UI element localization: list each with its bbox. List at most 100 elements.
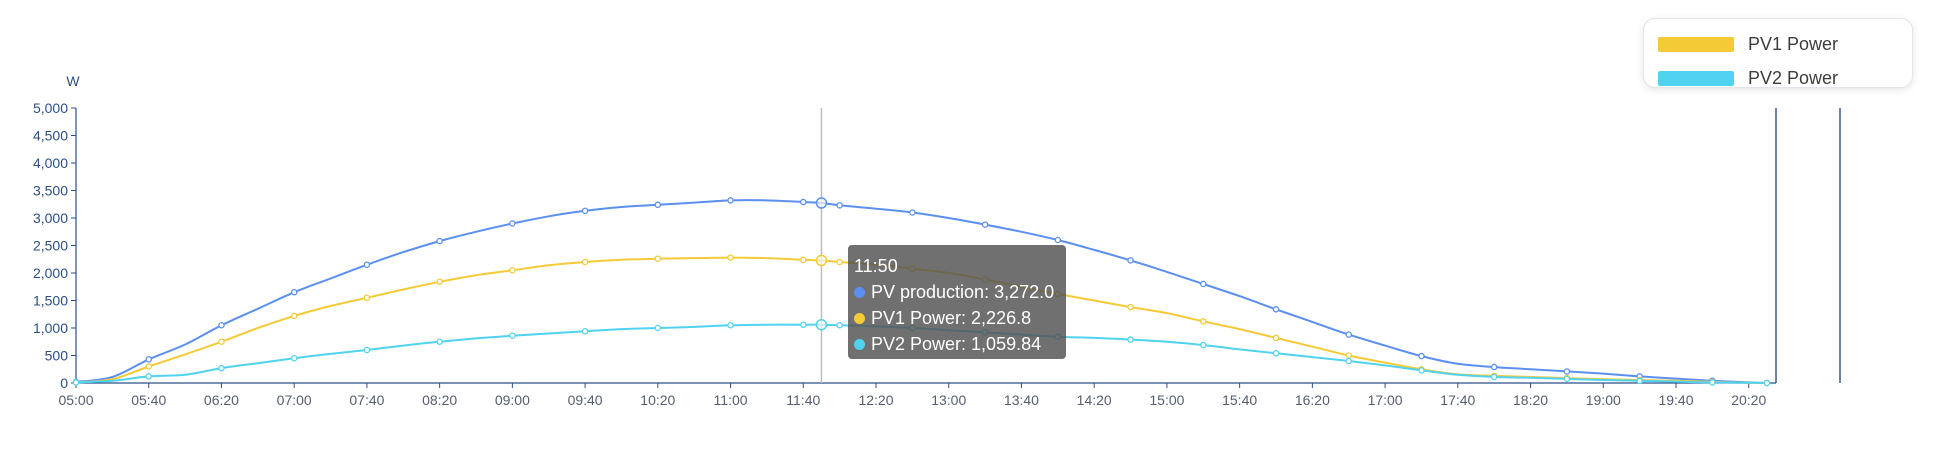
x-tick-label: 17:40 bbox=[1440, 392, 1475, 408]
data-point-pv-production[interactable] bbox=[727, 197, 734, 204]
data-point-pv1-power[interactable] bbox=[1272, 334, 1280, 342]
x-tick-label: 06:20 bbox=[204, 392, 239, 408]
data-point-pv-production[interactable] bbox=[1345, 331, 1352, 338]
data-point-pv1-power[interactable] bbox=[581, 258, 589, 266]
legend-swatch-pv2 bbox=[1658, 70, 1734, 86]
legend-label-pv2: PV2 Power bbox=[1748, 67, 1839, 88]
x-tick-label: 17:00 bbox=[1368, 392, 1403, 408]
data-point-pv2-power[interactable] bbox=[1763, 379, 1771, 387]
data-point-pv2-power[interactable] bbox=[581, 328, 589, 335]
x-tick-label: 10:20 bbox=[640, 392, 675, 408]
data-point-pv2-power[interactable] bbox=[145, 373, 152, 380]
x-tick-label: 11:40 bbox=[786, 392, 820, 408]
data-point-pv2-power[interactable] bbox=[436, 338, 443, 345]
data-point-pv2-power[interactable] bbox=[1418, 367, 1425, 374]
x-tick-label: 12:20 bbox=[858, 392, 893, 408]
data-point-pv1-power[interactable] bbox=[145, 363, 152, 370]
data-point-pv-production[interactable] bbox=[1127, 257, 1134, 264]
x-tick-label: 13:40 bbox=[1004, 392, 1039, 408]
x-tick-label: 09:00 bbox=[495, 392, 530, 408]
data-point-pv1-power[interactable] bbox=[290, 312, 298, 320]
data-point-pv-production[interactable] bbox=[581, 207, 589, 215]
data-point-pv1-power[interactable] bbox=[218, 338, 225, 345]
data-point-pv-production[interactable] bbox=[654, 201, 662, 209]
data-point-pv1-power[interactable] bbox=[509, 266, 516, 274]
data-point-pv2-power[interactable] bbox=[1490, 373, 1498, 381]
cursor-point-pv1-power bbox=[815, 254, 828, 267]
data-point-pv-production[interactable] bbox=[1272, 306, 1280, 313]
tooltip-dot-pv-production bbox=[854, 286, 865, 298]
x-tick-label: 13:00 bbox=[931, 392, 966, 408]
y-tick-label: 0 bbox=[60, 375, 68, 391]
data-point-pv2-power[interactable] bbox=[800, 321, 807, 328]
tooltip-row-pv-production: PV production: 3,272.0 bbox=[854, 279, 1060, 305]
data-point-pv-production[interactable] bbox=[145, 356, 152, 363]
x-tick-label: 20:20 bbox=[1731, 392, 1766, 408]
x-axis: 05:00 05:40 06:20 07:00 07:40 08:20 09:00 09:40… bbox=[58, 382, 1776, 408]
data-point-pv2-power[interactable] bbox=[1272, 350, 1280, 357]
x-tick-label: 15:40 bbox=[1222, 392, 1257, 408]
chart-legend: PV1 Power PV2 Power bbox=[1643, 18, 1913, 88]
secondary-axes: VA bbox=[1770, 75, 1843, 383]
data-point-pv2-power[interactable] bbox=[654, 324, 662, 332]
tooltip-value-pv1: PV1 Power: 2,226.8 bbox=[871, 308, 1032, 328]
data-point-pv2-power[interactable] bbox=[1127, 336, 1134, 343]
data-point-pv2-power[interactable] bbox=[727, 321, 734, 329]
data-point-pv-production[interactable] bbox=[436, 237, 443, 245]
data-point-pv-production[interactable] bbox=[1200, 280, 1207, 288]
legend-swatch-pv1 bbox=[1658, 36, 1734, 52]
data-point-pv2-power[interactable] bbox=[509, 332, 516, 339]
data-point-pv1-power[interactable] bbox=[800, 256, 807, 264]
legend-label-pv1: PV1 Power bbox=[1748, 33, 1839, 54]
x-tick-label: 07:00 bbox=[277, 392, 312, 408]
data-point-pv1-power[interactable] bbox=[836, 258, 843, 266]
data-point-pv1-power[interactable] bbox=[727, 254, 734, 261]
y-axis-unit: W bbox=[66, 73, 80, 89]
data-point-pv2-power[interactable] bbox=[218, 364, 225, 372]
data-point-pv-production[interactable] bbox=[909, 209, 916, 216]
legend-item-pv1[interactable]: PV1 Power bbox=[1658, 27, 1912, 61]
data-point-pv2-power[interactable] bbox=[836, 321, 843, 329]
data-point-pv-production[interactable] bbox=[290, 288, 298, 296]
data-point-pv2-power[interactable] bbox=[1563, 375, 1571, 383]
data-point-pv1-power[interactable] bbox=[1345, 352, 1352, 359]
data-point-pv2-power[interactable] bbox=[1636, 377, 1643, 385]
data-point-pv2-power[interactable] bbox=[1709, 379, 1716, 386]
tooltip-dot-pv1 bbox=[854, 312, 865, 324]
data-point-pv-production[interactable] bbox=[1418, 352, 1425, 360]
data-point-pv-production[interactable] bbox=[1490, 363, 1498, 371]
y-tick-label: 1,500 bbox=[33, 293, 68, 309]
tooltip-dot-pv2 bbox=[854, 338, 865, 350]
y-tick-label: 4,500 bbox=[33, 128, 68, 144]
tooltip-row-pv1: PV1 Power: 2,226.8 bbox=[854, 305, 1060, 331]
tooltip-row-pv2: PV2 Power: 1,059.84 bbox=[854, 331, 1060, 357]
x-tick-label: 18:20 bbox=[1513, 392, 1548, 408]
x-tick-label: 19:40 bbox=[1658, 392, 1693, 408]
tooltip-value-pv-production: PV production: 3,272.0 bbox=[871, 282, 1055, 302]
data-point-pv2-power[interactable] bbox=[72, 379, 80, 386]
data-point-pv-production[interactable] bbox=[800, 198, 807, 206]
x-tick-label: 19:00 bbox=[1586, 392, 1621, 408]
data-point-pv1-power[interactable] bbox=[436, 278, 443, 286]
data-point-pv-production[interactable] bbox=[836, 202, 843, 209]
data-point-pv-production[interactable] bbox=[1563, 368, 1571, 375]
data-point-pv-production[interactable] bbox=[1054, 236, 1062, 244]
x-tick-label: 16:20 bbox=[1295, 392, 1330, 408]
x-tick-label: 05:40 bbox=[131, 392, 166, 408]
legend-item-pv2[interactable]: PV2 Power bbox=[1658, 61, 1912, 95]
data-point-pv2-power[interactable] bbox=[1345, 357, 1352, 365]
data-point-pv-production[interactable] bbox=[509, 220, 516, 227]
data-point-pv-production[interactable] bbox=[218, 321, 225, 329]
data-point-pv-production[interactable] bbox=[981, 221, 989, 228]
data-point-pv2-power[interactable] bbox=[363, 346, 371, 354]
y-tick-label: 1,000 bbox=[33, 320, 68, 336]
data-point-pv1-power[interactable] bbox=[1200, 318, 1207, 325]
data-point-pv1-power[interactable] bbox=[1127, 303, 1134, 311]
data-point-pv2-power[interactable] bbox=[1200, 341, 1207, 349]
data-point-pv2-power[interactable] bbox=[290, 354, 298, 362]
data-point-pv1-power[interactable] bbox=[654, 255, 662, 262]
data-point-pv-production[interactable] bbox=[363, 261, 371, 268]
y-tick-label: 2,500 bbox=[33, 238, 68, 254]
data-point-pv1-power[interactable] bbox=[363, 294, 371, 301]
series-points bbox=[72, 197, 1771, 387]
